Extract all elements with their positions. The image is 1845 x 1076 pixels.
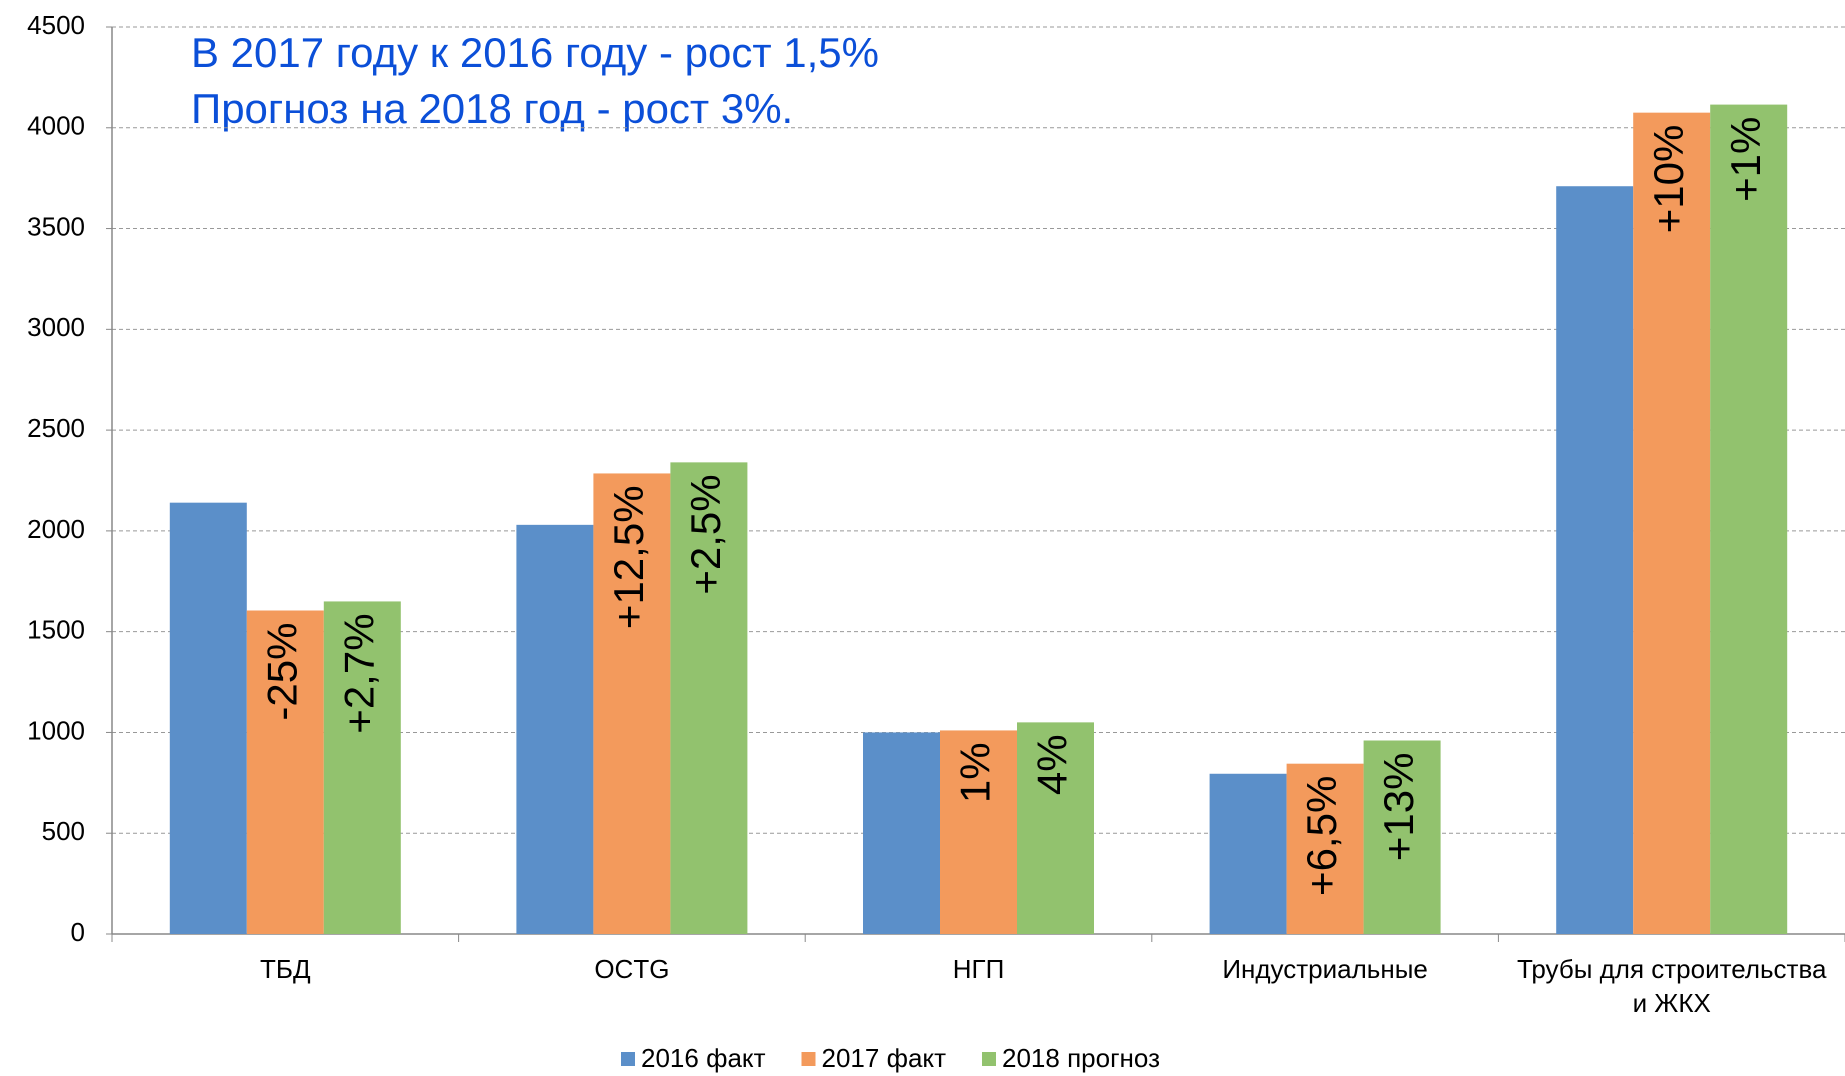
bar: [246, 610, 324, 934]
legend-label: 2016 факт: [641, 1043, 766, 1073]
bar-label: 4%: [1029, 734, 1076, 795]
y-tick-label: 1500: [27, 615, 85, 645]
bar: [1710, 104, 1788, 935]
bar-label: +6,5%: [1298, 776, 1345, 896]
bar: [940, 730, 1017, 934]
x-tick-label: Индустриальные: [1222, 954, 1428, 984]
bar: [1017, 722, 1094, 934]
bar: [516, 524, 594, 934]
y-tick-label: 3000: [27, 312, 85, 342]
bar-label: +13%: [1375, 753, 1422, 862]
y-tick-label: 500: [42, 816, 85, 846]
x-tick-label: НГП: [952, 954, 1005, 984]
x-tick-label: OCTG: [594, 954, 670, 984]
bar: [593, 473, 671, 934]
legend-swatch: [801, 1052, 816, 1066]
bar: [169, 502, 247, 934]
y-tick-label: 0: [71, 917, 85, 947]
bar-label: +2,5%: [682, 474, 729, 594]
bar: [1209, 773, 1287, 934]
legend-label: 2018 прогноз: [1002, 1043, 1160, 1073]
bar-label: +1%: [1722, 117, 1769, 202]
bar: [1363, 740, 1441, 934]
bar: [1633, 112, 1711, 934]
y-tick-label: 2500: [27, 413, 85, 443]
annotation: Прогноз на 2018 год - рост 3%.: [191, 85, 793, 132]
annotation: В 2017 году к 2016 году - рост 1,5%: [191, 29, 879, 76]
bar: [1286, 763, 1364, 934]
y-tick-label: 2000: [27, 514, 85, 544]
bar: [1556, 186, 1634, 934]
y-tick-label: 3500: [27, 211, 85, 241]
x-tick-label: Трубы для строительства и ЖКХ: [1516, 954, 1827, 1018]
bar-label: 1%: [952, 742, 999, 803]
bar: [863, 732, 940, 934]
legend-swatch: [621, 1052, 635, 1066]
y-tick-label: 4500: [27, 10, 85, 40]
legend-label: 2017 факт: [822, 1043, 947, 1073]
bar-label: +10%: [1645, 125, 1692, 234]
bar-label: +2,7%: [335, 613, 382, 733]
legend-swatch: [982, 1052, 996, 1066]
y-tick-label: 1000: [27, 715, 85, 745]
bar-label: -25%: [258, 623, 305, 721]
y-tick-label: 4000: [27, 111, 85, 141]
x-tick-label: ТБД: [260, 954, 311, 984]
bar: [670, 462, 748, 934]
bar: [323, 601, 401, 934]
bar-label: +12,5%: [605, 485, 652, 629]
